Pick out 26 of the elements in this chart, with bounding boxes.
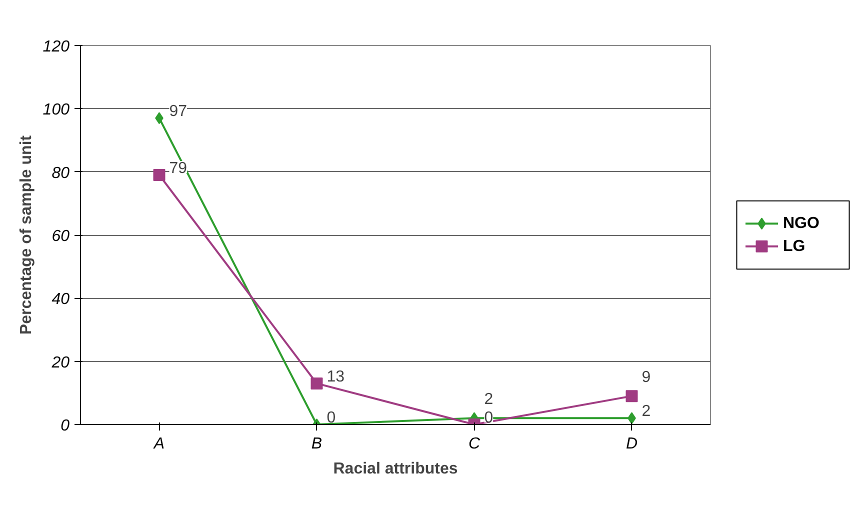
y-tick-label: 100 [42, 102, 70, 119]
x-tick-label: D [626, 436, 638, 452]
legend-label: LG [783, 238, 806, 255]
y-tick-label: 40 [52, 291, 70, 308]
point [626, 390, 638, 402]
data-label: 2 [642, 403, 651, 420]
x-tick-label: C [468, 436, 480, 452]
data-label: 97 [169, 103, 188, 120]
y-tick-label: 80 [52, 164, 70, 182]
y-tick-label: 120 [42, 38, 70, 56]
x-tick-label: B [311, 436, 322, 452]
x-axis-title: Racial attributes [333, 460, 458, 478]
x-tick-label: A [152, 436, 165, 452]
y-axis-title: Percentage of sample unit [18, 134, 35, 335]
y-tick-label: 20 [50, 354, 70, 372]
data-label: 79 [169, 160, 188, 177]
legend-label: NGO [783, 215, 820, 232]
data-label: 13 [326, 368, 345, 386]
data-label: 0 [326, 410, 336, 426]
data-label: 9 [642, 369, 651, 386]
point [153, 168, 166, 181]
point [310, 377, 323, 390]
y-tick-label: 0 [60, 418, 70, 434]
data-label: 2 [484, 391, 494, 408]
data-label: 0 [484, 410, 494, 426]
y-tick-label: 60 [52, 228, 70, 245]
